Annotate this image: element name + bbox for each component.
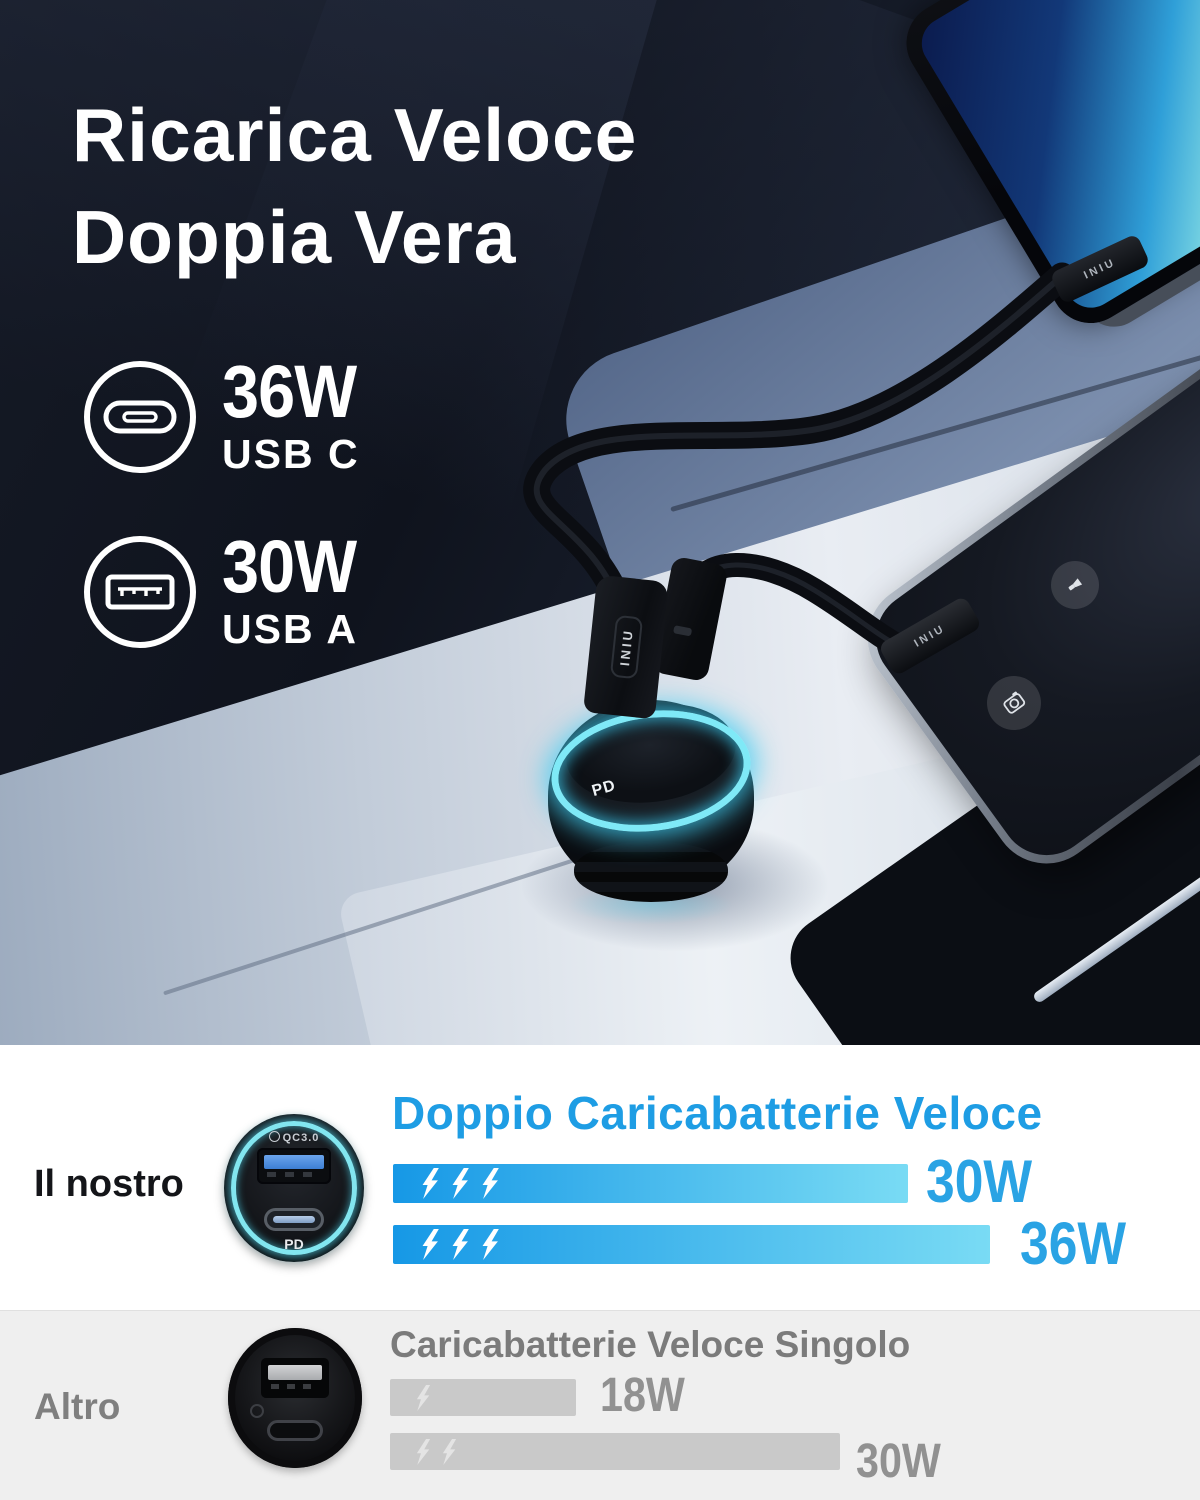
usb-c-slot <box>273 1216 315 1223</box>
watt-value: 36W <box>1020 1210 1127 1277</box>
usb-c-port <box>267 1420 323 1441</box>
usb-a-tongue <box>264 1155 324 1169</box>
usb-a-port <box>261 1358 329 1398</box>
spec-usb-a: 30W USB A <box>84 530 357 651</box>
power-bar-other-2 <box>390 1433 840 1470</box>
car-interior-photo: INIU INIU PD INIU Ricarica Veloce Doppia… <box>0 0 1200 1045</box>
power-bar-other-1 <box>390 1379 576 1416</box>
led-indicator <box>250 1404 264 1418</box>
lightning-bolt-icon <box>417 1229 442 1260</box>
lightning-bolt-icon <box>438 1439 459 1465</box>
pd-label: PD <box>284 1236 304 1252</box>
usb-a-pins <box>267 1172 321 1177</box>
watt-value: 18W <box>600 1369 685 1422</box>
plug-detail <box>673 625 693 637</box>
usb-a-tongue <box>268 1365 322 1380</box>
usb-a-port-icon <box>84 536 196 648</box>
charger-icon-led-ring <box>231 1121 357 1255</box>
usb-a-port <box>257 1148 331 1184</box>
cable-brand-text: INIU <box>609 614 643 680</box>
ours-title: Doppio Caricabatterie Veloce <box>392 1087 1043 1139</box>
hero-title: Ricarica Veloce Doppia Vera <box>72 84 637 288</box>
spec-watts: 36W <box>222 350 357 433</box>
spec-usb-c: 36W USB C <box>84 355 358 476</box>
ours-charger-icon: QC3.0 PD <box>224 1114 364 1262</box>
qc-label: QC3.0 <box>224 1131 364 1144</box>
other-row-label: Altro <box>34 1386 121 1427</box>
spec-port-label: USB C <box>222 431 360 477</box>
power-bar-ours-usba <box>393 1164 908 1203</box>
lightning-bolt-icon <box>412 1385 433 1411</box>
camera-icon <box>987 676 1041 730</box>
car-charger-base <box>574 842 728 902</box>
qc-label-text: QC3.0 <box>282 1132 320 1144</box>
power-bar-ours-usbc <box>393 1225 990 1264</box>
lightning-bolt-icon <box>477 1229 502 1260</box>
usb-a-pins <box>271 1384 319 1389</box>
lightning-bolt-icon <box>447 1229 472 1260</box>
flashlight-icon <box>1051 561 1099 609</box>
qc-badge-icon <box>268 1131 280 1142</box>
cable-brand-text: INIU <box>1082 256 1118 282</box>
watt-value: 30W <box>926 1148 1033 1215</box>
hero-title-line1: Ricarica Veloce <box>72 93 638 177</box>
spec-watts: 30W <box>222 525 357 608</box>
lightning-bolt-icon <box>417 1168 442 1199</box>
other-charger-icon <box>228 1328 362 1468</box>
watt-value: 30W <box>856 1435 941 1488</box>
usb-c-port-icon <box>84 361 196 473</box>
hero-title-line2: Doppia Vera <box>72 195 517 279</box>
ours-row-label: Il nostro <box>34 1163 184 1205</box>
charger-icon-body <box>228 1328 362 1468</box>
other-title: Caricabatterie Veloce Singolo <box>390 1324 911 1365</box>
lightning-bolt-icon <box>412 1439 433 1465</box>
lightning-bolt-icon <box>447 1168 472 1199</box>
lightning-bolt-icon <box>477 1168 502 1199</box>
cable-brand-text: INIU <box>912 622 948 650</box>
spec-port-label: USB A <box>222 606 359 652</box>
usb-c-port <box>264 1208 324 1231</box>
usb-c-plug: INIU <box>582 574 670 720</box>
